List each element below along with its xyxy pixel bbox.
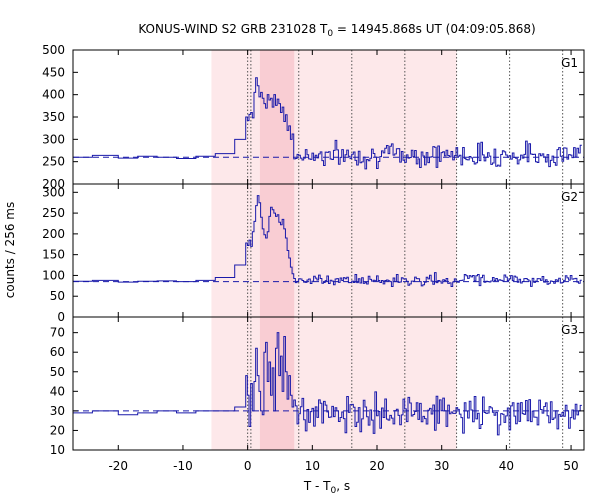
- y-tick-label: 350: [42, 110, 65, 124]
- y-tick-label: 300: [42, 132, 65, 146]
- panel-label: G3: [561, 323, 578, 337]
- y-tick-label: 400: [42, 88, 65, 102]
- lightcurve-series: [72, 195, 582, 288]
- y-tick-label: 500: [42, 43, 65, 57]
- y-tick-label: 30: [50, 404, 65, 418]
- lightcurve-series: [72, 332, 582, 436]
- x-tick-label: 20: [369, 459, 384, 473]
- shaded-region: [259, 50, 295, 184]
- shaded-region: [298, 50, 457, 184]
- panel-frame: [72, 316, 585, 451]
- shaded-region: [298, 317, 457, 450]
- y-tick-label: 50: [50, 289, 65, 303]
- y-tick-label: 250: [42, 155, 65, 169]
- y-tick-label: 100: [42, 268, 65, 282]
- x-tick-label: 0: [244, 459, 252, 473]
- lightcurve-series: [72, 77, 582, 170]
- x-tick-label: -10: [173, 459, 193, 473]
- x-tick-label: 30: [434, 459, 449, 473]
- y-tick-label: 50: [50, 365, 65, 379]
- y-tick-label: 20: [50, 423, 65, 437]
- y-tick-label: 150: [42, 248, 65, 262]
- y-tick-label: 250: [42, 206, 65, 220]
- panel-label: G1: [561, 56, 578, 70]
- plot-area: 200250300350400450500G105010015020025030…: [42, 43, 585, 473]
- y-tick-label: 0: [57, 310, 65, 324]
- x-tick-label: 40: [499, 459, 514, 473]
- y-axis-label: counts / 256 ms: [3, 202, 17, 298]
- x-tick-label: -20: [108, 459, 128, 473]
- x-axis-label: T - T0, s: [303, 479, 350, 496]
- x-tick-label: 50: [563, 459, 578, 473]
- panel-g2: 0 50 100 150 200 250 300 G2: [42, 183, 585, 324]
- x-tick-label: 10: [305, 459, 320, 473]
- y-tick-label: 70: [50, 326, 65, 340]
- y-tick-label: 450: [42, 65, 65, 79]
- y-tick-label: 200: [42, 227, 65, 241]
- panel-g1: 200 250 300 350 400 450 500 G1: [42, 43, 585, 191]
- y-tick-label: 40: [50, 384, 65, 398]
- panel-g3: 10 20 30 40 50 60 70 G3: [50, 316, 585, 457]
- chart-title: KONUS-WIND S2 GRB 231028 T0 = 14945.868s…: [138, 22, 535, 39]
- y-tick-label: 200: [42, 177, 65, 191]
- y-tick-label: 60: [50, 345, 65, 359]
- y-tick-label: 300: [42, 185, 65, 199]
- y-tick-label: 10: [50, 443, 65, 457]
- panel-label: G2: [561, 190, 578, 204]
- shaded-region: [298, 184, 457, 317]
